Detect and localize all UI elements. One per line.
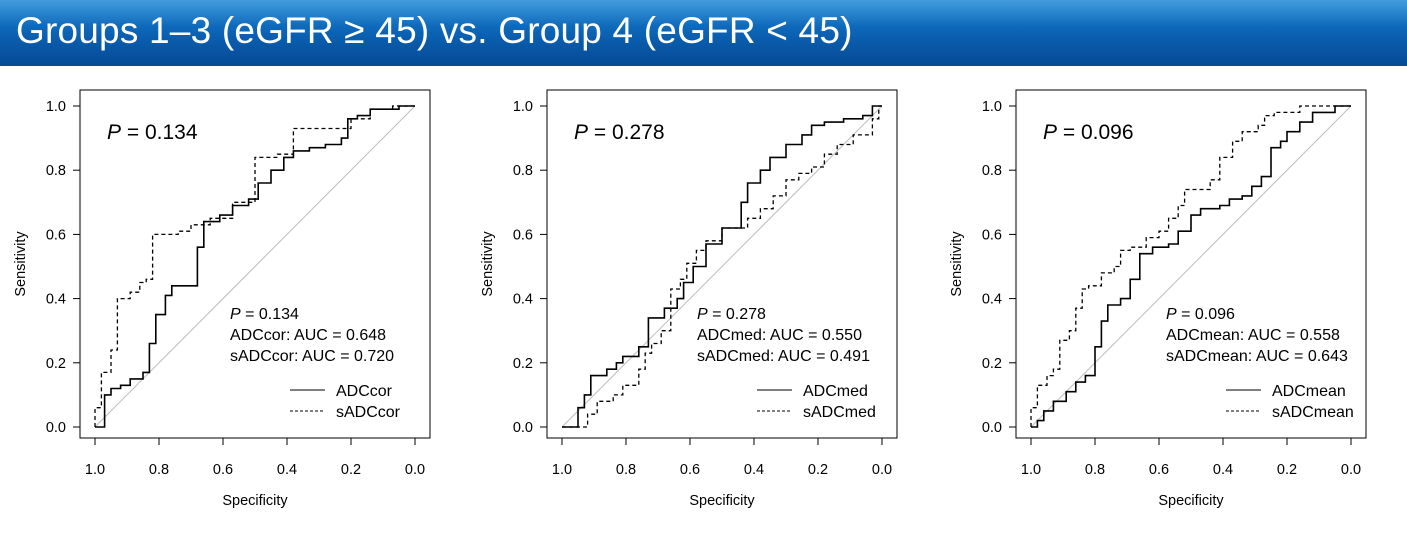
roc-curve-sADCmed (562, 105, 882, 428)
x-axis-label: Specificity (222, 493, 288, 509)
y-axis-label: Sensitivity (949, 231, 965, 297)
annotation-p-symbol: P (697, 306, 708, 323)
auc-annotation: sADCcor: AUC = 0.720 (230, 348, 394, 365)
x-tick-label: 0.4 (744, 462, 764, 478)
x-tick-label: 0.0 (1341, 462, 1361, 478)
annotation-p-number: = 0.096 (1177, 306, 1235, 323)
auc-annotation: ADCcor: AUC = 0.648 (230, 327, 386, 344)
x-tick-label: 0.4 (277, 462, 297, 478)
y-tick-label: 0.4 (46, 292, 66, 308)
plot-frame (79, 89, 431, 439)
roc-chart-2: 1.0 0.8 0.6 0.4 0.2 0.0 0.0 0.2 0.4 0.6 0.8 1.0 Spec… (480, 89, 898, 509)
roc-chart-1: 1.0 0.8 0.6 0.4 0.2 0.0 0.0 0.2 0.4 0.6 0.8 1.0 Spec… (13, 89, 431, 509)
y-tick-label: 0.2 (46, 356, 66, 372)
p-value-number: = 0.096 (1057, 121, 1133, 144)
reference-diagonal (561, 105, 883, 428)
annotation-p-number: = 0.278 (708, 306, 766, 323)
x-tick-label: 1.0 (1021, 462, 1041, 478)
y-tick-label: 0.6 (46, 227, 66, 243)
y-tick-label: 0.6 (513, 227, 533, 243)
p-value-symbol: P (1043, 121, 1057, 144)
x-tick-label: 0.8 (149, 462, 169, 478)
x-tick-label: 0.2 (808, 462, 828, 478)
auc-annotation: ADCmed: AUC = 0.550 (697, 327, 862, 344)
y-tick-label: 1.0 (513, 99, 533, 115)
p-value-number: = 0.278 (588, 121, 664, 144)
y-tick-label: 0.0 (982, 420, 1002, 436)
x-tick-label: 1.0 (85, 462, 105, 478)
x-tick-label: 0.6 (1149, 462, 1169, 478)
x-axis-label: Specificity (689, 493, 755, 509)
y-tick-label: 1.0 (982, 99, 1002, 115)
x-tick-label: 0.2 (341, 462, 361, 478)
legend-label: ADCmed (803, 383, 868, 400)
annotation-p-value: P = 0.096 (1166, 306, 1235, 323)
y-tick-label: 0.0 (46, 420, 66, 436)
legend-label: ADCcor (336, 383, 393, 400)
p-value-symbol: P (574, 121, 588, 144)
y-tick-label: 0.4 (513, 292, 533, 308)
annotation-p-symbol: P (1166, 306, 1177, 323)
y-tick-label: 1.0 (46, 99, 66, 115)
roc-curve-sADCcor (94, 105, 415, 427)
x-tick-label: 0.0 (872, 462, 892, 478)
legend-label: sADCmean (1272, 404, 1354, 421)
x-tick-label: 0.8 (616, 462, 636, 478)
legend-label: sADCmed (803, 404, 876, 421)
y-tick-label: 0.2 (513, 356, 533, 372)
roc-curve-ADCmed (562, 105, 882, 428)
plot-frame (546, 89, 898, 439)
plot-frame (1015, 89, 1367, 439)
title-bar-shine (0, 0, 1407, 26)
x-tick-label: 1.0 (552, 462, 572, 478)
x-tick-label: 0.0 (405, 462, 425, 478)
y-tick-label: 0.4 (982, 292, 1002, 308)
auc-annotation: sADCmean: AUC = 0.643 (1166, 348, 1348, 365)
roc-curve-ADCcor (95, 105, 415, 428)
y-axis-label: Sensitivity (480, 231, 496, 297)
legend-label: ADCmean (1272, 383, 1346, 400)
auc-annotation: sADCmed: AUC = 0.491 (697, 348, 870, 365)
reference-diagonal (94, 105, 416, 428)
y-tick-label: 0.2 (982, 356, 1002, 372)
roc-charts-panel: 1.0 0.8 0.6 0.4 0.2 0.0 0.0 0.2 0.4 0.6 0.8 1.0 Spec… (13, 89, 1367, 509)
y-tick-label: 0.6 (982, 227, 1002, 243)
annotation-p-value: P = 0.278 (697, 306, 766, 323)
p-value-large: P = 0.096 (1043, 121, 1134, 144)
x-tick-label: 0.2 (1277, 462, 1297, 478)
reference-diagonal (1030, 105, 1352, 428)
auc-annotation: ADCmean: AUC = 0.558 (1166, 327, 1340, 344)
annotation-p-number: = 0.134 (241, 306, 299, 323)
x-tick-label: 0.6 (213, 462, 233, 478)
page-title: Groups 1–3 (eGFR ≥ 45) vs. Group 4 (eGFR… (16, 10, 853, 51)
roc-chart-3: 1.0 0.8 0.6 0.4 0.2 0.0 0.0 0.2 0.4 0.6 0.8 1.0 Spec… (949, 89, 1367, 509)
x-tick-label: 0.4 (1213, 462, 1233, 478)
x-axis-label: Specificity (1158, 493, 1224, 509)
annotation-p-symbol: P (230, 306, 241, 323)
y-tick-label: 0.8 (513, 163, 533, 179)
roc-curve-sADCmean (1030, 105, 1351, 427)
p-value-large: P = 0.134 (107, 121, 198, 144)
roc-curve-ADCmean (1031, 105, 1351, 428)
y-tick-label: 0.8 (46, 163, 66, 179)
y-axis-label: Sensitivity (13, 231, 29, 297)
y-tick-label: 0.0 (513, 420, 533, 436)
p-value-number: = 0.134 (121, 121, 198, 144)
title-bar: Groups 1–3 (eGFR ≥ 45) vs. Group 4 (eGFR… (0, 0, 1407, 66)
x-tick-label: 0.8 (1085, 462, 1105, 478)
p-value-symbol: P (107, 121, 121, 144)
annotation-p-value: P = 0.134 (230, 306, 299, 323)
legend-label: sADCcor (336, 404, 401, 421)
p-value-large: P = 0.278 (574, 121, 665, 144)
y-tick-label: 0.8 (982, 163, 1002, 179)
x-tick-label: 0.6 (680, 462, 700, 478)
